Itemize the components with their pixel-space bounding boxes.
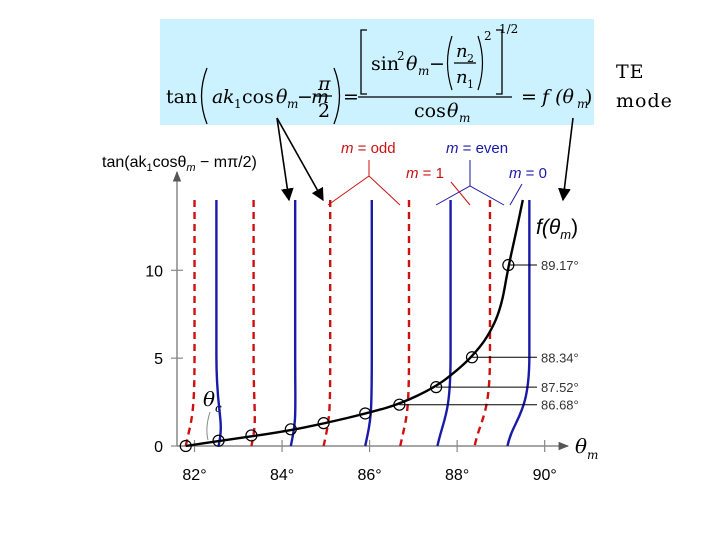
annotation-label: 88.34° xyxy=(541,350,579,365)
eq-k-sub: 1 xyxy=(234,97,242,111)
theta-c-leader xyxy=(206,411,211,441)
solution-point xyxy=(284,423,297,436)
x-tick-label: 84° xyxy=(270,467,294,484)
solution-point xyxy=(179,439,192,453)
legend-m0: m = 0 xyxy=(509,165,547,182)
y-tick-label: 0 xyxy=(154,439,163,456)
branch-even xyxy=(506,200,531,447)
solution-point xyxy=(393,398,406,411)
y-tick-label: 10 xyxy=(145,263,163,280)
bracket-even xyxy=(435,185,505,206)
eq-theta-sub: m xyxy=(287,97,298,111)
branch-odd xyxy=(250,200,256,447)
eq-n1-sub: 1 xyxy=(467,78,474,91)
solution-point xyxy=(359,407,372,420)
pointer-arrow-lhs-even xyxy=(276,117,294,202)
eq-k: k xyxy=(223,86,235,108)
eq-equals: = xyxy=(343,86,359,108)
annotation-label: 87.52° xyxy=(541,380,579,395)
mode-legend: m = odd m = even m = 1 m = 0 xyxy=(327,140,547,206)
eq-tan: tan xyxy=(166,86,197,108)
x-axis-label: θm xyxy=(575,434,598,462)
eq-n2: n xyxy=(456,41,468,62)
branch-odd xyxy=(322,200,332,447)
branch-odd xyxy=(184,200,196,447)
eq-den-theta-sub: m xyxy=(459,111,470,125)
te-mode-label: TE mode xyxy=(616,58,673,116)
f-curve-group xyxy=(185,199,524,448)
annotation-label: 89.17° xyxy=(541,258,579,273)
eq-inner-rparen xyxy=(477,35,484,91)
eq-inner-lparen xyxy=(446,35,453,91)
eq-n2-sub: 2 xyxy=(467,52,474,65)
eq-theta: θ xyxy=(276,86,288,108)
eq-lparen xyxy=(200,67,208,125)
tangent-branches xyxy=(184,200,531,447)
eq-minus: − xyxy=(297,86,313,108)
x-tick-label: 88° xyxy=(445,467,469,484)
solution-point xyxy=(465,351,479,364)
solution-point xyxy=(212,434,225,447)
branch-even xyxy=(289,200,297,447)
pointer-m1 xyxy=(450,181,471,206)
eq-two: 2 xyxy=(318,100,330,122)
te-label-line2: mode xyxy=(616,90,673,112)
eq-equals-2: = xyxy=(521,86,537,108)
branch-even xyxy=(364,200,373,447)
eq-f-of: f (θ xyxy=(540,86,574,108)
solution-point xyxy=(317,417,330,430)
solution-point xyxy=(502,258,515,272)
branch-odd xyxy=(473,200,492,447)
eq-f-close: ) xyxy=(585,86,592,108)
eq-sin: sin xyxy=(371,53,399,75)
x-tick-label: 86° xyxy=(357,467,381,484)
eq-pi: π xyxy=(317,73,331,95)
eq-m: m xyxy=(311,86,329,108)
equation: tan a k 1 cos θ m − m π 2 = sin 2 θ m − … xyxy=(166,22,592,125)
eq-right-bracket xyxy=(496,29,503,95)
x-tick-label: 82° xyxy=(182,467,206,484)
solution-point xyxy=(430,381,443,394)
te-label-line1: TE xyxy=(616,61,645,83)
branch-even xyxy=(215,200,222,447)
x-ticks: 82° 84° 86° 88° 90° xyxy=(182,440,557,484)
eq-den-cos: cos xyxy=(414,100,446,122)
equation-box xyxy=(160,19,594,125)
eq-sin-theta-sub: m xyxy=(418,64,429,78)
f-theta-label: f(θm) xyxy=(536,216,578,242)
eq-outer-exp: 1/2 xyxy=(499,22,518,36)
branch-even xyxy=(436,200,452,447)
eq-rparen xyxy=(333,67,341,125)
eq-f-sub: m xyxy=(577,97,588,111)
eq-sin-theta: θ xyxy=(406,53,418,75)
solution-point xyxy=(245,429,258,442)
pointer-arrow-lhs-odd xyxy=(276,117,324,202)
y-ticks: 0 5 10 xyxy=(145,263,183,456)
x-tick-label: 90° xyxy=(533,467,557,484)
legend-odd: m = odd xyxy=(341,140,396,157)
eq-n1: n xyxy=(456,67,468,88)
y-axis-label: tan(ak1cosθm − mπ/2) xyxy=(102,154,257,174)
eq-den-theta: θ xyxy=(447,100,459,122)
annotation-leaders: 89.17° 88.34° 87.52° 86.68° xyxy=(399,258,579,413)
pointer-arrow-rhs xyxy=(558,117,574,202)
eq-left-bracket xyxy=(360,29,367,95)
pointer-m0 xyxy=(509,183,523,206)
bracket-odd xyxy=(327,175,401,206)
solution-markers xyxy=(179,258,515,453)
legend-m1: m = 1 xyxy=(406,165,444,182)
eq-a: a xyxy=(212,86,223,108)
eq-inner-exp: 2 xyxy=(484,29,492,43)
legend-even: m = even xyxy=(446,140,508,157)
eq-sin-minus: − xyxy=(429,53,445,75)
branch-odd xyxy=(399,200,411,447)
annotation-label: 86.68° xyxy=(541,398,579,413)
f-theta-curve xyxy=(185,199,524,448)
y-tick-label: 5 xyxy=(154,351,163,368)
eq-sin-exp: 2 xyxy=(397,49,405,63)
eq-cos: cos xyxy=(242,86,274,108)
